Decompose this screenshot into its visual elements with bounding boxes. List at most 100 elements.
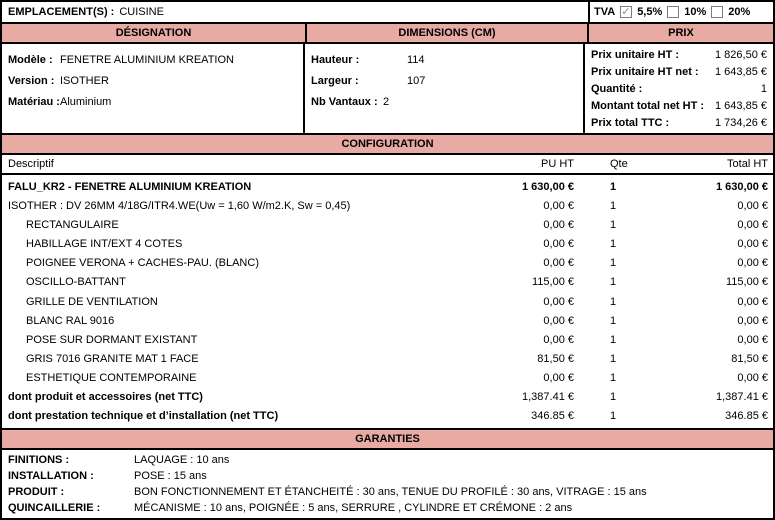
row-pu: 81,50 € xyxy=(537,352,574,365)
row-total: 0,00 € xyxy=(737,295,768,308)
row-descriptif: FALU_KR2 - FENETRE ALUMINIUM KREATION xyxy=(8,180,252,193)
garantie-row: INSTALLATION : POSE : 15 ans xyxy=(2,468,773,484)
configuration-column-headers: Descriptif PU HT Qte Total HT xyxy=(2,155,773,175)
largeur-label: Largeur : xyxy=(311,74,359,87)
row-descriptif: dont produit et accessoires (net TTC) xyxy=(8,391,203,404)
config-row: dont prestation technique et d’installat… xyxy=(2,407,773,426)
quantite-value: 1 xyxy=(760,82,767,95)
prix-body: Prix unitaire HT : 1 826,50 € Prix unita… xyxy=(585,44,773,133)
finitions-label: FINITIONS : xyxy=(8,454,70,466)
garanties-title: GARANTIES xyxy=(2,430,773,450)
garantie-row: QUINCAILLERIE : MÉCANISME : 10 ans, POIG… xyxy=(2,500,773,516)
row-total: 81,50 € xyxy=(731,352,768,365)
row-descriptif: OSCILLO-BATTANT xyxy=(26,276,126,289)
row-pu: 0,00 € xyxy=(543,295,574,308)
configuration-title: CONFIGURATION xyxy=(2,135,773,155)
prix-total-ttc-value: 1 734,26 € xyxy=(715,116,767,129)
designation-header: DÉSIGNATION xyxy=(2,24,307,42)
row-pu: 0,00 € xyxy=(543,199,574,212)
produit-value: BON FONCTIONNEMENT ET ÉTANCHEITÉ : 30 an… xyxy=(134,486,647,498)
garantie-row: FINITIONS : LAQUAGE : 10 ans xyxy=(2,452,773,468)
row-qte: 1 xyxy=(610,257,617,270)
row-qte: 1 xyxy=(610,391,617,404)
prix-row: Prix total TTC : 1 734,26 € xyxy=(585,114,773,131)
row-total: 0,00 € xyxy=(737,257,768,270)
config-row: GRILLE DE VENTILATION 0,00 € 1 0,00 € xyxy=(2,292,773,311)
row-total: 346.85 € xyxy=(725,410,768,423)
modele-value: FENETRE ALUMINIUM KREATION xyxy=(60,53,234,66)
row-qte: 1 xyxy=(610,199,617,212)
row-total: 1,387.41 € xyxy=(716,391,768,404)
row-qte: 1 xyxy=(610,372,617,385)
row-descriptif: GRILLE DE VENTILATION xyxy=(26,295,158,308)
row-descriptif: GRIS 7016 GRANITE MAT 1 FACE xyxy=(26,352,199,365)
prix-unitaire-ht-value: 1 826,50 € xyxy=(715,48,767,61)
section-headers: DÉSIGNATION DIMENSIONS (CM) PRIX xyxy=(2,24,773,44)
row-qte: 1 xyxy=(610,238,617,251)
dimensions-header: DIMENSIONS (CM) xyxy=(307,24,589,42)
prix-row: Montant total net HT : 1 643,85 € xyxy=(585,97,773,114)
config-row: FALU_KR2 - FENETRE ALUMINIUM KREATION 1 … xyxy=(2,177,773,196)
quincaillerie-label: QUINCAILLERIE : xyxy=(8,502,101,514)
designation-row: Modèle : FENETRE ALUMINIUM KREATION xyxy=(2,49,303,70)
designation-row: Version : ISOTHER xyxy=(2,70,303,91)
vantaux-label: Nb Vantaux : xyxy=(311,95,378,108)
row-qte: 1 xyxy=(610,352,617,365)
row-total: 0,00 € xyxy=(737,238,768,251)
row-descriptif: HABILLAGE INT/EXT 4 COTES xyxy=(26,238,183,251)
row-descriptif: dont prestation technique et d’installat… xyxy=(8,410,279,423)
emplacement-label: EMPLACEMENT(S) : xyxy=(8,6,115,18)
emplacement-cell: EMPLACEMENT(S) : CUISINE xyxy=(2,2,590,22)
montant-total-net-ht-value: 1 643,85 € xyxy=(715,99,767,112)
dimensions-row: Hauteur : 114 xyxy=(305,49,583,70)
top-bar: EMPLACEMENT(S) : CUISINE TVA 5,5% 10% 20… xyxy=(2,2,773,24)
config-row: HABILLAGE INT/EXT 4 COTES 0,00 € 1 0,00 … xyxy=(2,234,773,253)
config-row: BLANC RAL 9016 0,00 € 1 0,00 € xyxy=(2,311,773,330)
prix-header: PRIX xyxy=(589,24,773,42)
col-total-ht: Total HT xyxy=(727,158,768,170)
designation-row: Matériau : Aluminium xyxy=(2,91,303,112)
row-descriptif: BLANC RAL 9016 xyxy=(26,314,115,327)
emplacement-value: CUISINE xyxy=(119,6,164,18)
tva-checkbox-20[interactable] xyxy=(711,6,724,18)
hauteur-label: Hauteur : xyxy=(311,53,360,66)
config-row: dont produit et accessoires (net TTC) 1,… xyxy=(2,388,773,407)
tva-checkbox-5-5[interactable] xyxy=(620,5,633,18)
tva-checkbox-10[interactable] xyxy=(667,6,680,18)
largeur-value: 107 xyxy=(407,74,426,87)
prix-row: Prix unitaire HT net : 1 643,85 € xyxy=(585,63,773,80)
row-total: 0,00 € xyxy=(737,314,768,327)
prix-unitaire-ht-net-value: 1 643,85 € xyxy=(715,65,767,78)
quincaillerie-value: MÉCANISME : 10 ans, POIGNÉE : 5 ans, SER… xyxy=(134,502,573,514)
garantie-row: PRODUIT : BON FONCTIONNEMENT ET ÉTANCHEI… xyxy=(2,484,773,500)
row-total: 0,00 € xyxy=(737,333,768,346)
row-total: 115,00 € xyxy=(725,276,768,289)
modele-label: Modèle : xyxy=(8,53,53,66)
row-pu: 1 630,00 € xyxy=(522,180,574,193)
tva-option-label-5-5: 5,5% xyxy=(637,6,663,18)
col-pu-ht: PU HT xyxy=(541,158,574,170)
quantite-label: Quantité : xyxy=(591,82,643,95)
prix-total-ttc-label: Prix total TTC : xyxy=(591,116,670,129)
row-qte: 1 xyxy=(610,314,617,327)
row-descriptif: POIGNEE VERONA + CACHES-PAU. (BLANC) xyxy=(26,257,259,270)
installation-value: POSE : 15 ans xyxy=(134,470,207,482)
prix-unitaire-ht-net-label: Prix unitaire HT net : xyxy=(591,65,699,78)
row-qte: 1 xyxy=(610,333,617,346)
row-pu: 0,00 € xyxy=(543,333,574,346)
config-row: OSCILLO-BATTANT 115,00 € 1 115,00 € xyxy=(2,273,773,292)
prix-unitaire-ht-label: Prix unitaire HT : xyxy=(591,48,680,61)
version-value: ISOTHER xyxy=(60,74,109,87)
tva-option-label-10: 10% xyxy=(684,6,707,18)
tva-option-label-20: 20% xyxy=(728,6,751,18)
row-pu: 346.85 € xyxy=(531,410,574,423)
materiau-label: Matériau : xyxy=(8,95,60,108)
dimensions-row: Nb Vantaux : 2 xyxy=(305,91,583,112)
installation-label: INSTALLATION : xyxy=(8,470,94,482)
row-qte: 1 xyxy=(610,180,617,193)
tva-label: TVA xyxy=(594,6,616,18)
dimensions-row: Largeur : 107 xyxy=(305,70,583,91)
row-descriptif: ISOTHER : DV 26MM 4/18G/ITR4.WE(Uw = 1,6… xyxy=(8,199,351,212)
prix-row: Quantité : 1 xyxy=(585,80,773,97)
